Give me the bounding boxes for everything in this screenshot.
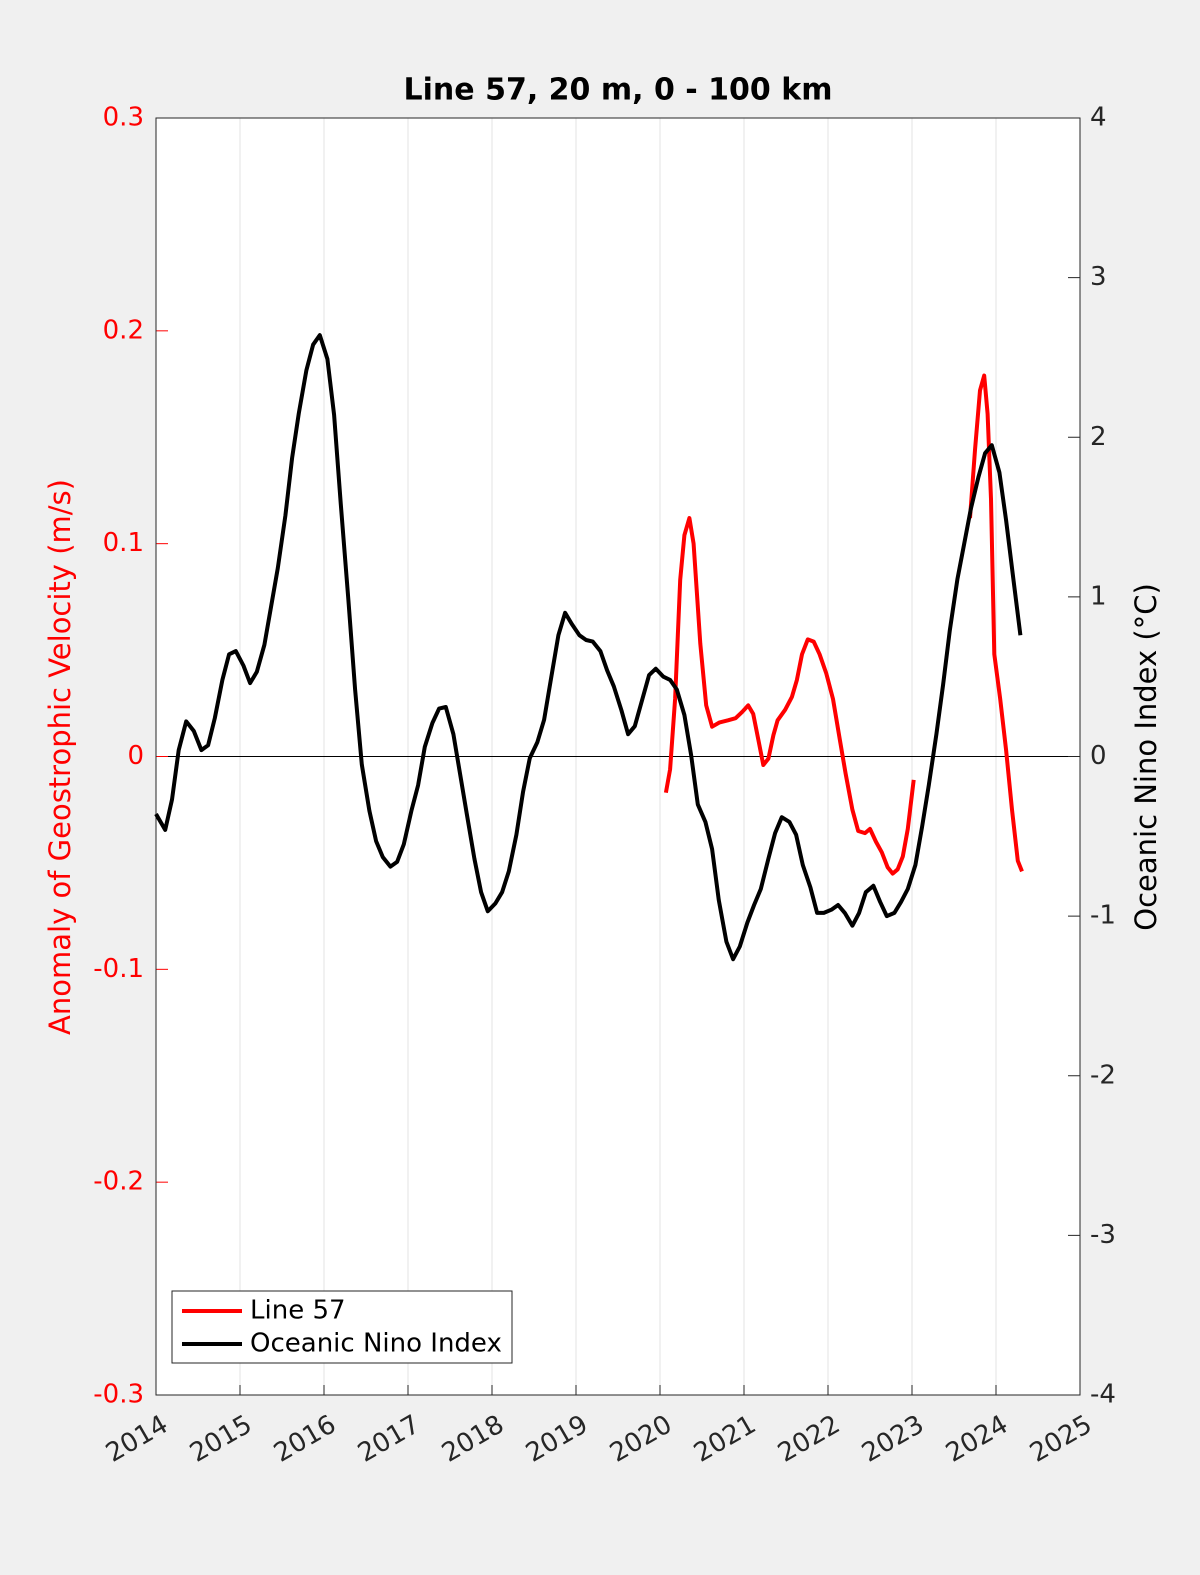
y-tick-label: 0.1 [103,528,144,558]
y-tick-label: 0.3 [103,103,144,133]
x-tick-label: 2020 [605,1410,677,1469]
y-axis-label: Anomaly of Geostrophic Velocity (m/s) [43,479,77,1035]
x-tick-label: 2024 [941,1410,1013,1469]
y2-tick-label: 2 [1090,422,1107,452]
y2-tick-label: 3 [1090,262,1107,292]
x-tick-label: 2016 [269,1410,341,1469]
y-tick-label: -0.2 [93,1167,144,1197]
legend-label: Line 57 [250,1296,346,1326]
y2-tick-label: -1 [1090,901,1116,931]
x-tick-label: 2014 [101,1410,173,1469]
x-tick-label: 2023 [857,1410,929,1469]
x-tick-label: 2021 [689,1410,761,1469]
y2-tick-label: 4 [1090,103,1107,133]
y2-tick-label: -4 [1090,1380,1116,1410]
x-tick-label: 2018 [437,1410,509,1469]
y2-tick-label: -2 [1090,1060,1116,1090]
y2-axis-label: Oceanic Nino Index (°C) [1129,583,1163,931]
y2-tick-label: -3 [1090,1220,1116,1250]
x-tick-label: 2017 [353,1410,425,1469]
chart-title: Line 57, 20 m, 0 - 100 km [404,73,833,108]
y-tick-label: -0.3 [93,1380,144,1410]
y2-tick-label: 0 [1090,741,1107,771]
series-line [154,333,1023,962]
x-tick-label: 2025 [1025,1410,1097,1469]
y-tick-label: 0.2 [103,315,144,345]
legend-label: Oceanic Nino Index [250,1329,502,1359]
y-tick-label: -0.1 [93,954,144,984]
y2-tick-label: 1 [1090,581,1107,611]
y-tick-label: 0 [127,741,144,771]
x-tick-label: 2019 [521,1410,593,1469]
series-line [663,373,1024,876]
x-tick-label: 2015 [185,1410,257,1469]
legend-box [171,1290,513,1364]
plot-frame [155,117,1081,1396]
x-tick-label: 2022 [773,1410,845,1469]
